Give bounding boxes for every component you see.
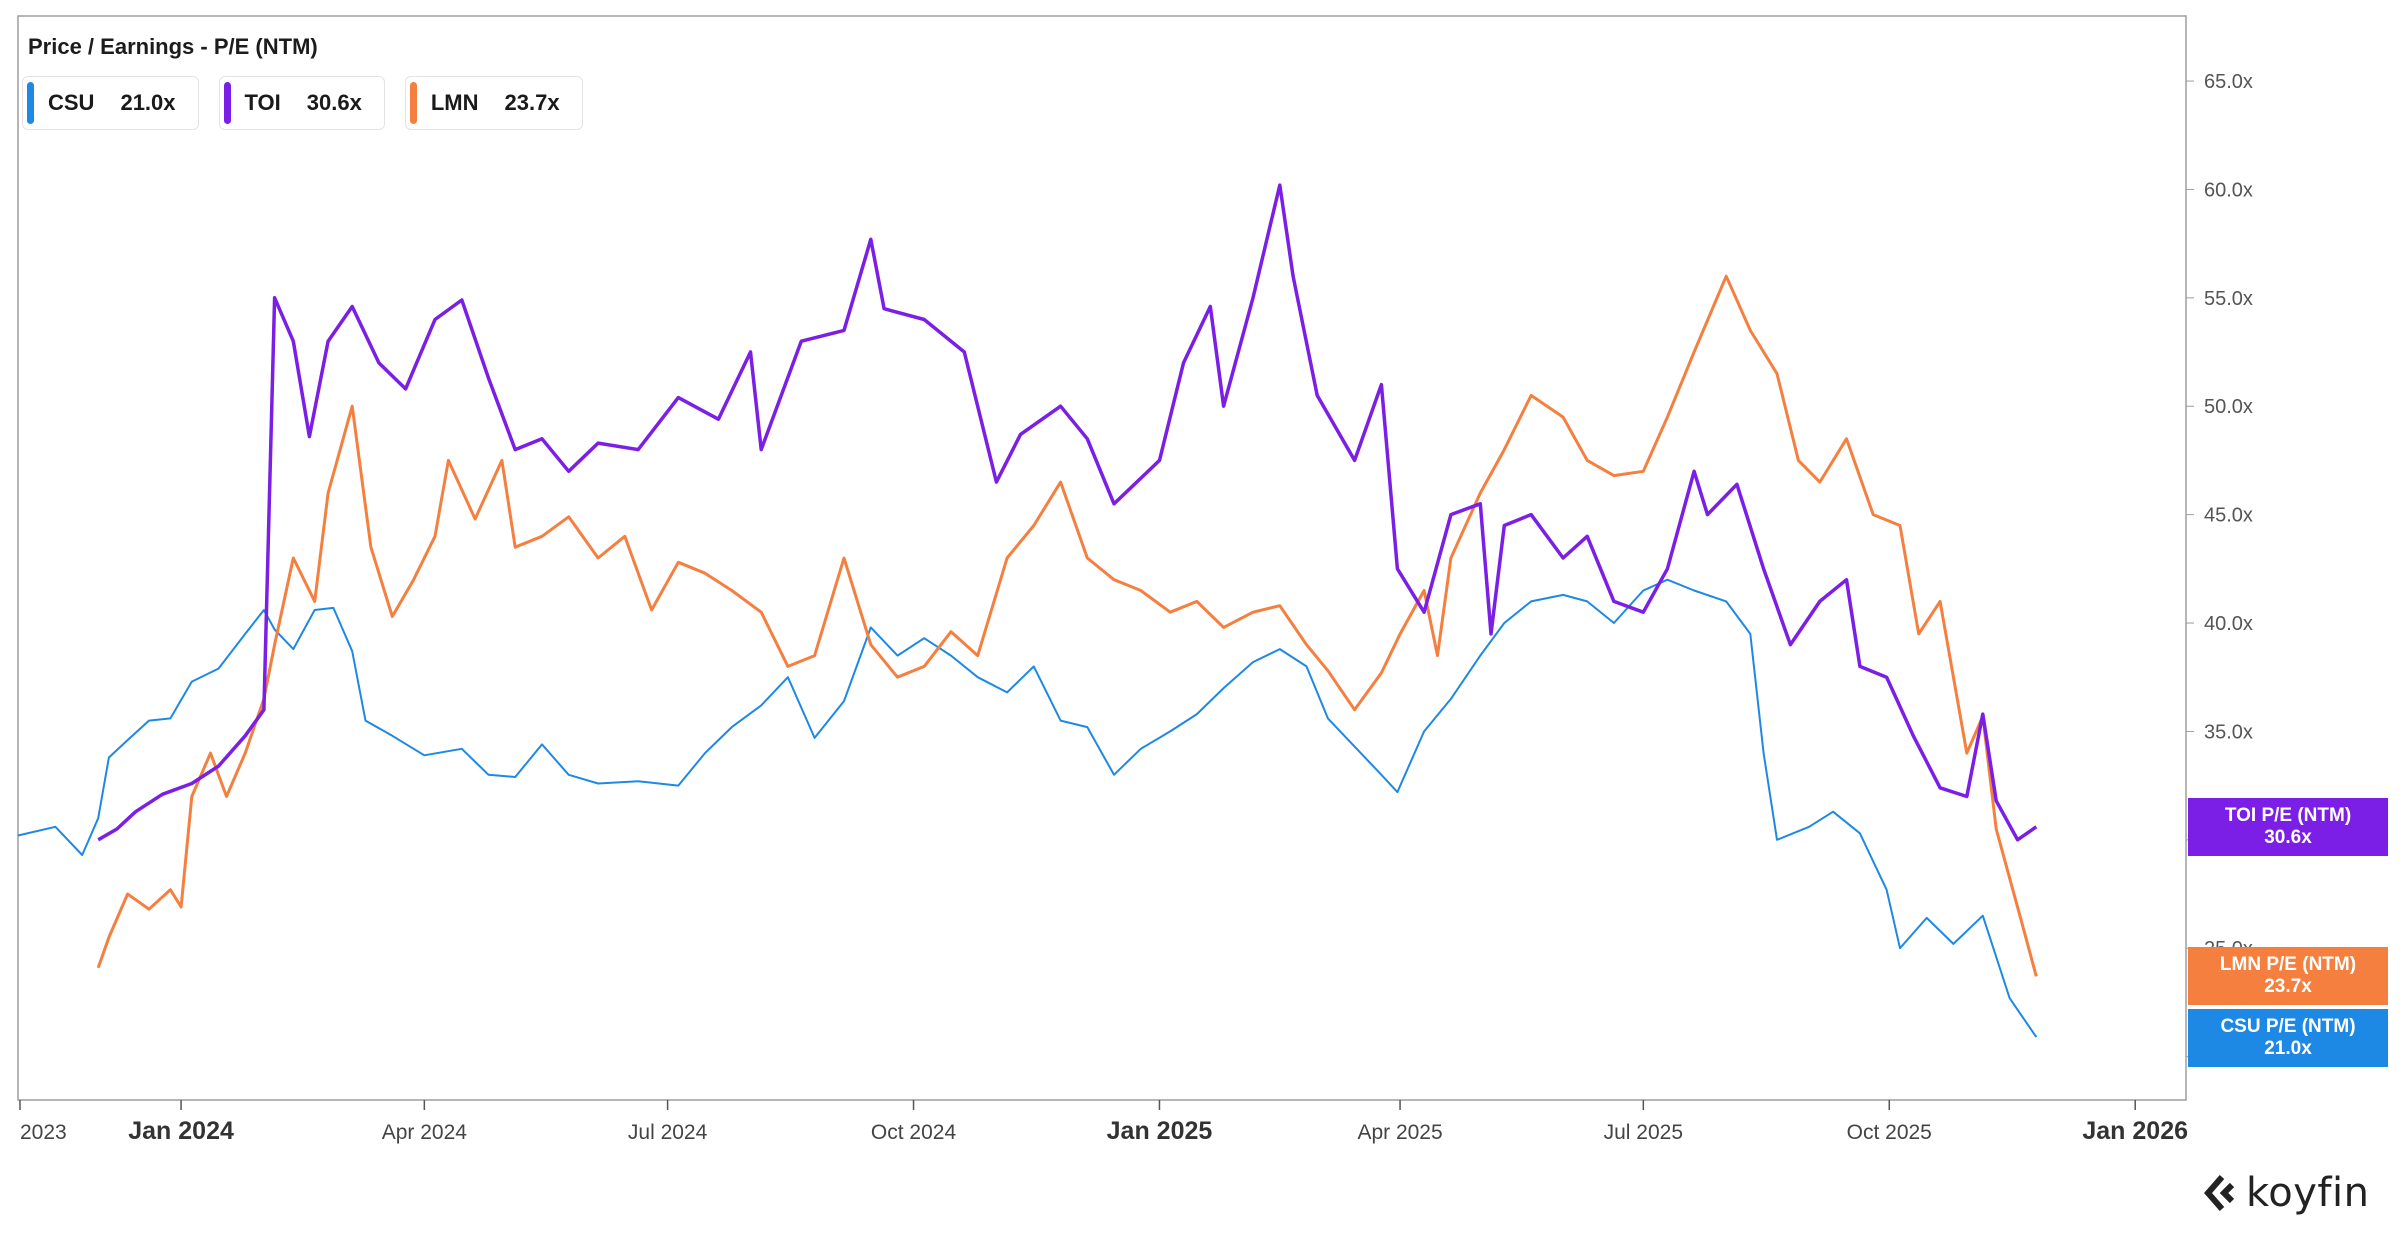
legend: CSU 21.0x TOI 30.6x LMN 23.7x: [22, 76, 583, 130]
y-tick-label: 45.0x: [2204, 505, 2253, 527]
x-tick-label: Jan 2026: [2082, 1117, 2188, 1145]
series-line-csu: [17, 578, 2038, 1038]
x-tick-label: Oct 2024: [871, 1121, 957, 1144]
legend-ticker: CSU: [48, 90, 95, 115]
x-tick-label: Jul 2025: [1604, 1121, 1683, 1144]
legend-item-csu[interactable]: CSU 21.0x: [22, 76, 199, 130]
legend-value: 21.0x: [120, 90, 176, 115]
legend-swatch-toi: [223, 82, 231, 124]
logo-text: koyfin: [2246, 1170, 2370, 1216]
last-value-badge-csu: CSU P/E (NTM) 21.0x: [2188, 1009, 2388, 1068]
legend-swatch-lmn: [409, 82, 417, 124]
y-tick-label: 65.0x: [2204, 71, 2253, 93]
y-tick-label: 35.0x: [2204, 721, 2253, 743]
badge-label: LMN P/E (NTM): [2219, 954, 2357, 976]
x-tick-label: Jul 2024: [628, 1121, 708, 1144]
y-tick-label: 50.0x: [2204, 396, 2253, 418]
last-value-badge-toi: TOI P/E (NTM) 30.6x: [2188, 797, 2388, 856]
x-tick-label: Oct 2025: [1847, 1121, 1932, 1144]
x-tick-label: Apr 2025: [1357, 1121, 1442, 1144]
series-line-toi: [97, 183, 2038, 842]
koyfin-logo: koyfin: [2200, 1170, 2369, 1216]
legend-value: 30.6x: [306, 90, 362, 115]
legend-value: 23.7x: [504, 90, 560, 115]
series-line-lmn: [96, 274, 2038, 977]
legend-swatch-csu: [27, 82, 34, 124]
badge-value: 21.0x: [2264, 1038, 2312, 1060]
legend-item-toi[interactable]: TOI 30.6x: [218, 76, 385, 130]
chart-title: Price / Earnings - P/E (NTM): [28, 34, 318, 59]
x-tick-label: 2023: [20, 1121, 67, 1144]
x-tick-label: Apr 2024: [382, 1121, 468, 1144]
badge-value: 23.7x: [2264, 976, 2312, 998]
badge-label: CSU P/E (NTM): [2220, 1016, 2356, 1038]
legend-ticker: LMN: [430, 90, 479, 115]
legend-item-lmn[interactable]: LMN 23.7x: [404, 76, 583, 130]
x-tick-label: Jan 2024: [128, 1117, 234, 1145]
plot-frame: [17, 15, 2187, 1101]
y-tick-label: 40.0x: [2204, 613, 2253, 635]
y-tick-label: 60.0x: [2204, 179, 2253, 201]
koyfin-logo-icon: [2204, 1175, 2235, 1211]
last-value-badge-lmn: LMN P/E (NTM) 23.7x: [2188, 947, 2388, 1006]
x-tick-label: Jan 2025: [1107, 1117, 1213, 1145]
badge-label: TOI P/E (NTM): [2224, 804, 2352, 826]
y-tick-label: 55.0x: [2204, 288, 2253, 310]
legend-ticker: TOI: [244, 90, 281, 115]
badge-value: 30.6x: [2264, 826, 2312, 848]
